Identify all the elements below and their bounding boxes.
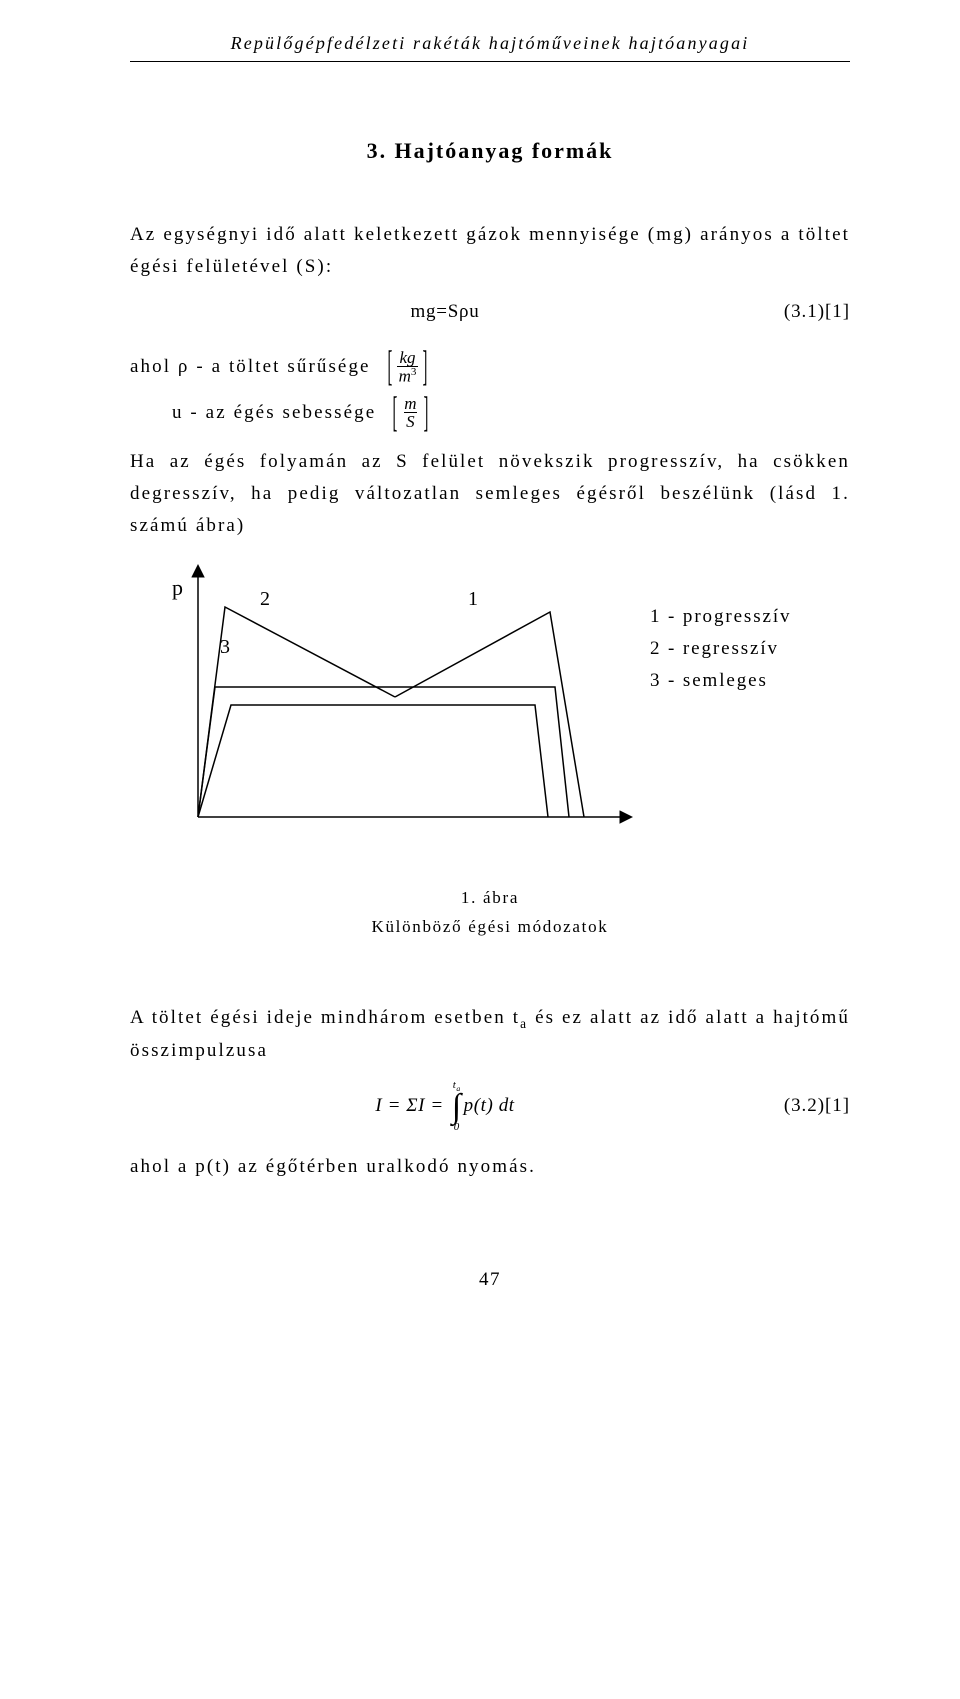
rho-text: ahol ρ - a töltet sűrűsége <box>130 351 371 383</box>
figure-legend: 1 - progresszív 2 - regresszív 3 - semle… <box>650 601 791 698</box>
svg-text:1: 1 <box>468 588 480 610</box>
page-number: 47 <box>130 1264 850 1296</box>
paragraph-2: Ha az égés folyamán az S felület növeksz… <box>130 446 850 543</box>
equation-1: mg=Sρu (3.1)[1] <box>130 296 850 328</box>
u-unit-num: m <box>402 395 418 412</box>
legend-item-2: 2 - regresszív <box>650 633 791 665</box>
figure-caption-line2: Különböző égési módozatok <box>371 917 608 936</box>
paragraph-4: ahol a p(t) az égőtérben uralkodó nyomás… <box>130 1151 850 1183</box>
rho-definition: ahol ρ - a töltet sűrűsége [ kg m3 ] <box>130 346 850 388</box>
para3-a: A töltet égési ideje mindhárom esetben t <box>130 1007 520 1028</box>
figure-caption: 1. ábra Különböző égési módozatok <box>130 884 850 942</box>
running-header: Repülőgépfedélzeti rakéták hajtóműveinek… <box>130 28 850 59</box>
equation-2-expr: I = ΣI = ta ∫ 0 p(t) dt <box>375 1080 514 1134</box>
svg-text:p: p <box>172 575 185 600</box>
equation-1-expr: mg=Sρu <box>130 296 760 328</box>
header-rule <box>130 61 850 62</box>
bracket-right-icon: ] <box>423 346 428 388</box>
u-definition: u - az égés sebessége [ m S ] <box>130 392 850 434</box>
u-unit: [ m S ] <box>388 392 432 434</box>
rho-unit-den: m <box>399 367 411 386</box>
svg-text:3: 3 <box>220 636 232 658</box>
equation-2-number: (3.2)[1] <box>760 1090 850 1122</box>
rho-unit: [ kg m3 ] <box>383 346 433 388</box>
section-title: 3. Hajtóanyag formák <box>130 132 850 169</box>
figure-caption-line1: 1. ábra <box>461 888 519 907</box>
bracket-left-icon: [ <box>393 392 398 434</box>
rho-unit-num: kg <box>397 349 417 366</box>
legend-item-1: 1 - progresszív <box>650 601 791 633</box>
bracket-left-icon: [ <box>387 346 392 388</box>
legend-item-3: 3 - semleges <box>650 665 791 697</box>
integral-icon: ta ∫ 0 <box>452 1080 462 1134</box>
u-unit-den: S <box>404 412 417 430</box>
rho-unit-den-sup: 3 <box>411 366 417 378</box>
equation-1-number: (3.1)[1] <box>760 296 850 328</box>
para3-sub: a <box>520 1016 528 1031</box>
paragraph-3: A töltet égési ideje mindhárom esetben t… <box>130 1002 850 1068</box>
bracket-right-icon: ] <box>423 392 428 434</box>
u-text: u - az égés sebessége <box>172 397 376 429</box>
eq2-lhs: I = ΣI = <box>375 1090 443 1122</box>
svg-text:2: 2 <box>260 588 272 610</box>
equation-2: I = ΣI = ta ∫ 0 p(t) dt (3.2)[1] <box>130 1080 850 1134</box>
eq2-integrand: p(t) dt <box>464 1090 515 1122</box>
figure-1: p 2 1 3 1 - progresszív 2 - regresszív 3… <box>130 557 850 942</box>
paragraph-1: Az egységnyi idő alatt keletkezett gázok… <box>130 219 850 284</box>
